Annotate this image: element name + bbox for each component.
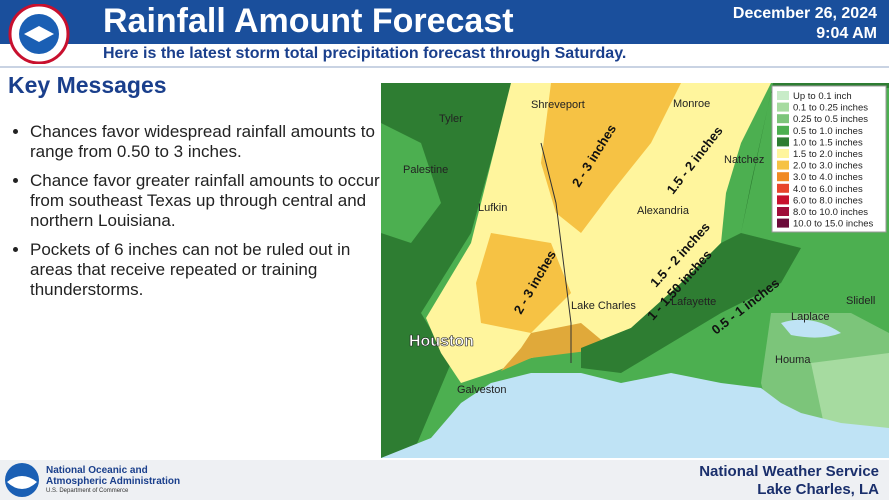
title: Rainfall Amount Forecast: [103, 2, 514, 40]
legend-swatch: [777, 172, 789, 182]
border: [540, 142, 572, 363]
footer: National Oceanic and Atmospheric Administ…: [0, 460, 889, 500]
city: Houma: [775, 354, 811, 366]
city: Lafayette: [671, 296, 716, 308]
legend-swatch: [777, 218, 789, 228]
city: Palestine: [403, 164, 448, 176]
header-bar: [0, 0, 889, 44]
zone: [541, 83, 681, 233]
legend-swatch: [777, 91, 789, 100]
zone: [581, 233, 801, 373]
city: Shreveport: [531, 99, 585, 111]
city: Monroe: [673, 98, 710, 110]
zone: [476, 233, 571, 333]
office-location: Lake Charles, LA: [757, 481, 879, 498]
legend-swatch: [777, 137, 789, 147]
agency-line: National Oceanic and: [46, 465, 148, 476]
noaa-logo: [5, 463, 39, 497]
date: December 26, 2024: [732, 5, 877, 22]
city: Alexandria: [637, 205, 690, 217]
legend-swatch: [777, 102, 789, 112]
legend-label: 8.0 to 10.0 inches: [793, 207, 868, 218]
gulf: [381, 373, 889, 458]
legend-swatch: [777, 149, 789, 158]
lake: [781, 319, 841, 338]
city: Lake Charles: [571, 300, 636, 312]
office: National Weather Service Lake Charles, LA: [699, 463, 879, 499]
time: 9:04 AM: [816, 25, 877, 42]
legend-label: 4.0 to 6.0 inches: [793, 184, 863, 195]
office-name: National Weather Service: [699, 463, 879, 480]
nws-logo: [8, 4, 70, 64]
legend-label: 0.25 to 0.5 inches: [793, 114, 868, 125]
legend-label: 0.5 to 1.0 inches: [793, 126, 863, 137]
city: Laplace: [791, 311, 830, 323]
rainfall-map: Tyler Shreveport Monroe Palestine Natche…: [381, 83, 889, 458]
city: Tyler: [439, 113, 463, 125]
city: Galveston: [457, 384, 507, 396]
zone: [501, 323, 611, 371]
cities: Tyler Shreveport Monroe Palestine Natche…: [403, 98, 875, 396]
agency: National Oceanic and Atmospheric Administ…: [46, 465, 180, 487]
legend-swatch: [777, 160, 789, 170]
legend-label: 2.0 to 3.0 inches: [793, 161, 863, 172]
city: Slidell: [846, 295, 875, 307]
department: U.S. Department of Commerce: [46, 488, 129, 494]
city: Lufkin: [478, 202, 507, 214]
legend-label: 0.1 to 0.25 inches: [793, 103, 868, 114]
legend-swatch: [777, 114, 789, 124]
agency-line: Atmospheric Administration: [46, 476, 181, 487]
legend-box: [771, 85, 887, 233]
legend-swatch: [777, 183, 789, 193]
bullet: Chance favor greater rainfall amounts to…: [30, 171, 392, 231]
legend-swatch: [777, 207, 789, 216]
legend-label: 1.5 to 2.0 inches: [793, 149, 863, 160]
timestamp: December 26, 2024 9:04 AM: [733, 4, 877, 44]
legend-swatch: [777, 195, 789, 205]
legend-label: 6.0 to 8.0 inches: [793, 195, 863, 206]
city: Natchez: [724, 154, 764, 166]
bullet: Pockets of 6 inches can not be ruled out…: [30, 240, 392, 300]
legend-label: 10.0 to 15.0 inches: [793, 219, 874, 230]
bullet: Chances favor widespread rainfall amount…: [30, 122, 392, 162]
legend-label: 1.0 to 1.5 inches: [793, 137, 863, 148]
city: Houston: [409, 333, 474, 350]
divider: [0, 66, 889, 68]
subtitle: Here is the latest storm total precipita…: [103, 45, 627, 62]
legend-label: 3.0 to 4.0 inches: [793, 172, 863, 183]
zone: [381, 123, 441, 243]
key-messages-heading: Key Messages: [8, 72, 167, 98]
legend-label: Up to 0.1 inch: [793, 91, 852, 102]
legend-swatch: [777, 125, 789, 135]
key-messages: Chances favor widespread rainfall amount…: [12, 122, 392, 309]
